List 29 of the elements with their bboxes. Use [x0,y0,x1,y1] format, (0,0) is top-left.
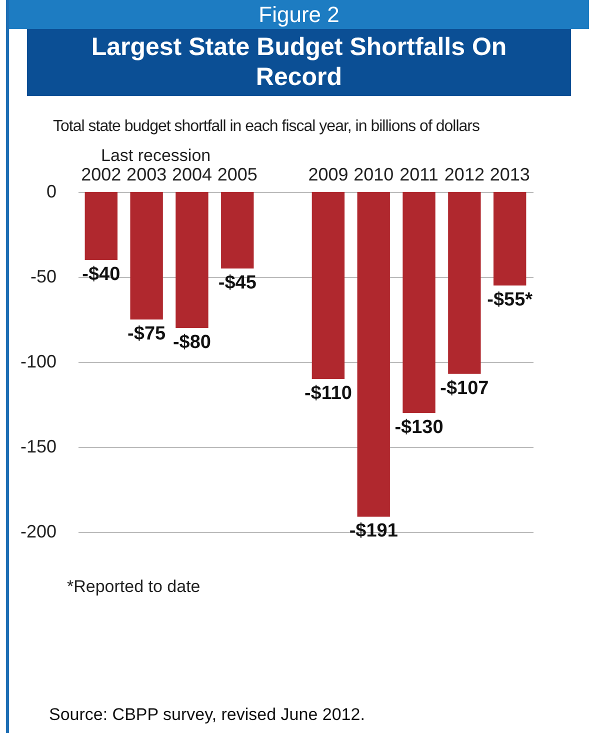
data-label: -$75 [128,324,166,344]
data-label: -$55* [487,290,534,310]
y-tick-label: 0 [46,182,56,202]
x-tick-label: 2013 [490,164,530,184]
y-tick-label: -150 [20,436,56,456]
y-axis-title: Total state budget shortfall in each fiscal year, in billions of dollars [53,118,480,136]
data-label: -$80 [172,332,211,353]
x-tick-label: 2009 [308,164,348,184]
x-tick-label: 2005 [217,164,258,184]
data-label: -$107 [440,378,489,399]
y-tick-label: -200 [20,522,56,542]
x-tick-label: 2012 [444,164,484,184]
source-note: Source: CBPP survey, revised June 2012. [49,705,365,725]
y-tick-label: -100 [20,352,56,372]
data-label: -$110 [304,383,352,404]
data-label: -$130 [394,417,444,438]
y-tick-label: -50 [30,266,56,286]
text: *Reported to date [67,577,202,597]
x-tick-label: 2010 [354,164,394,184]
x-tick-label: 2003 [126,164,167,184]
chart-subtitle: Largest State Budget Shortfalls On Record [27,29,571,96]
x-tick-label: 2004 [172,164,212,184]
data-label: -$191 [349,520,398,542]
data-label: -$45 [218,272,257,294]
chart-title: Figure 2 [9,0,589,29]
x-tick-label: 2002 [81,164,122,184]
data-label: -$40 [82,264,120,285]
x-tick-label: 2011 [400,164,438,184]
text: Last recession [101,146,212,166]
